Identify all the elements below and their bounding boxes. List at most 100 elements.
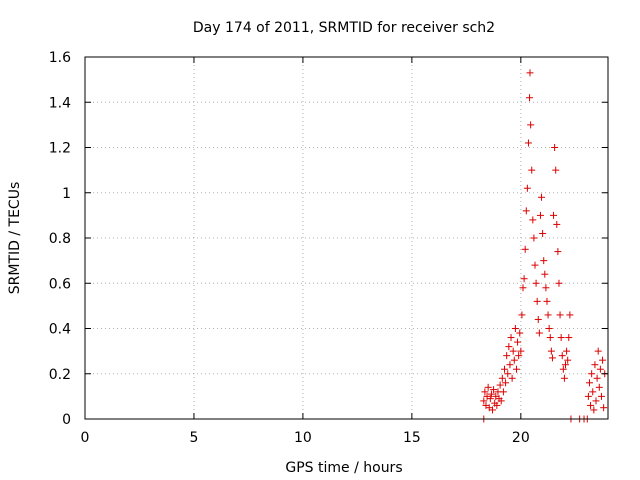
data-point (504, 370, 512, 378)
data-point (590, 406, 598, 414)
data-point (518, 311, 526, 319)
data-point (588, 370, 596, 378)
data-point (543, 297, 551, 305)
data-point (595, 383, 603, 391)
data-point (587, 401, 595, 409)
data-point (526, 94, 534, 102)
data-point (552, 166, 560, 174)
data-point (545, 325, 553, 332)
data-point (503, 352, 511, 360)
data-point (490, 386, 498, 394)
x-tick-label: 15 (403, 430, 421, 446)
data-point (596, 365, 604, 373)
data-point (530, 234, 538, 242)
data-point (526, 69, 534, 77)
y-tick-label: 0 (62, 412, 71, 428)
x-tick-label: 0 (81, 430, 90, 446)
data-point (584, 392, 592, 400)
data-point (498, 374, 506, 382)
data-point (536, 211, 544, 219)
data-point (515, 352, 523, 360)
data-point (592, 397, 600, 405)
data-point (594, 347, 602, 355)
data-point (600, 404, 608, 412)
chart-title: Day 174 of 2011, SRMTID for receiver sch… (193, 20, 495, 36)
data-point (557, 334, 565, 342)
y-tick-label: 1.2 (49, 141, 71, 157)
data-point (521, 245, 529, 253)
x-tick-label: 20 (512, 430, 530, 446)
data-point (550, 211, 558, 219)
data-point (505, 343, 513, 351)
data-point (527, 121, 535, 129)
data-point (539, 229, 547, 237)
data-point (559, 365, 567, 373)
data-point (520, 275, 528, 283)
data-point (538, 193, 546, 201)
data-point (535, 329, 543, 337)
data-point (517, 347, 525, 355)
data-point (531, 261, 539, 269)
data-point (591, 361, 599, 369)
data-point (547, 347, 555, 355)
data-point (522, 207, 530, 215)
y-tick-label: 1.6 (49, 50, 71, 66)
data-point (540, 257, 548, 265)
data-point (528, 166, 536, 174)
data-point (480, 397, 488, 405)
data-point (556, 311, 564, 319)
x-axis-label: GPS time / hours (285, 460, 402, 476)
data-point (585, 379, 593, 387)
data-point (496, 381, 504, 389)
data-point (489, 406, 497, 414)
data-point (562, 361, 570, 369)
data-point (481, 388, 489, 396)
data-point (563, 347, 571, 355)
data-point (544, 311, 552, 319)
data-point (519, 284, 527, 292)
data-point (597, 392, 605, 400)
data-point (551, 144, 559, 151)
data-point (548, 354, 556, 362)
y-axis-ticks: 0 0.2 0.4 0.6 0.8 1 1.2 1.4 1.6 (49, 50, 608, 428)
data-point (497, 397, 505, 405)
data-point (511, 325, 519, 332)
data-point (560, 374, 568, 382)
data-point (541, 270, 549, 278)
data-point (558, 352, 566, 360)
data-point (529, 216, 537, 224)
data-point (500, 365, 508, 373)
data-point (565, 334, 573, 342)
data-point (564, 356, 572, 364)
data-point (523, 184, 531, 192)
data-point (502, 379, 510, 387)
grid-lines (85, 57, 608, 419)
x-axis-ticks: 0 5 10 15 20 (81, 57, 530, 446)
data-point (593, 374, 601, 382)
data-point (532, 279, 540, 287)
data-point (506, 361, 514, 369)
data-point (499, 388, 507, 396)
y-axis-label: SRMTID / TECUs (7, 182, 23, 295)
y-tick-label: 0.6 (49, 276, 71, 292)
data-point (512, 365, 520, 373)
data-points (480, 69, 609, 423)
data-point (553, 220, 561, 228)
data-point (599, 356, 607, 364)
data-point (516, 329, 524, 337)
x-tick-label: 5 (189, 430, 198, 446)
y-tick-label: 0.2 (49, 367, 71, 383)
x-tick-label: 10 (294, 430, 312, 446)
data-point (566, 311, 574, 319)
data-point (509, 347, 517, 355)
data-point (555, 279, 563, 287)
y-tick-label: 1.4 (49, 95, 71, 111)
data-point (510, 356, 518, 364)
data-point (484, 383, 492, 391)
data-point (546, 334, 554, 342)
y-tick-label: 1 (62, 186, 71, 202)
data-point (487, 390, 495, 398)
data-point (507, 334, 515, 342)
data-point (533, 297, 541, 305)
